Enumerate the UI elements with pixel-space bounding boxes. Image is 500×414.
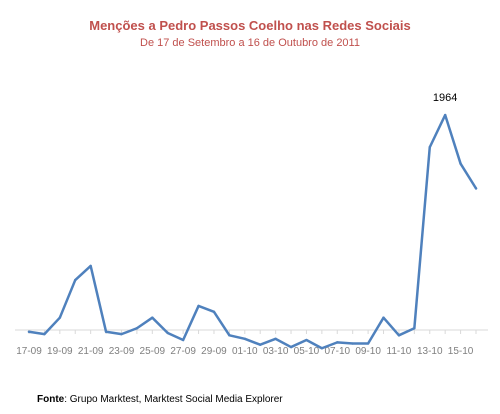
data-point [413,327,416,330]
source-text: : Grupo Marktest, Marktest Social Media … [64,394,283,405]
data-point [58,316,62,319]
data-point [289,345,293,349]
data-label: 1964 [433,92,457,104]
x-tick-label: 27-09 [170,346,196,357]
data-point [228,334,231,337]
chart-title: Menções a Pedro Passos Coelho nas Redes … [89,18,411,33]
data-point [166,331,169,335]
data-point [89,264,92,268]
data-point [43,332,46,336]
chart-subtitle: De 17 de Setembro a 16 de Outubro de 201… [140,37,360,49]
data-point [397,334,401,337]
data-point [212,310,216,314]
data-point [274,337,277,341]
x-tick-label: 29-09 [201,346,227,357]
data-point [120,332,123,336]
data-point [104,330,108,333]
x-tick-label: 03-10 [263,346,289,357]
x-tick-label: 11-10 [387,346,412,357]
data-point [259,343,262,346]
data-point [459,162,462,165]
x-tick-label: 21-09 [78,346,104,357]
x-tick-label: 19-09 [47,346,73,357]
x-tick-label: 23-09 [109,346,135,357]
data-point [135,327,139,330]
data-point [181,338,185,342]
series-line [27,113,478,350]
data-point [474,187,478,190]
data-point [197,304,200,308]
x-tick-label: 01-10 [232,346,258,357]
data-point [74,278,77,282]
data-point [382,316,385,319]
x-tick-label: 15-10 [448,346,474,357]
x-tick-label: 07-10 [324,346,350,357]
x-tick-label: 25-09 [140,346,166,357]
data-point [428,146,431,149]
source-note: Fonte: Grupo Marktest, Marktest Social M… [37,394,283,405]
data-point [443,113,447,117]
x-tick-label: 09-10 [355,346,381,357]
source-label: Fonte [37,394,65,405]
data-point [305,338,308,342]
data-point [351,342,354,345]
data-point [243,337,246,341]
data-point [366,342,370,345]
data-point [336,341,339,344]
data-point [27,330,31,333]
x-tick-label: 13-10 [417,346,443,357]
x-tick-label: 17-09 [16,346,42,357]
data-point [320,347,324,350]
x-tick-label: 05-10 [294,346,320,357]
data-point [151,316,154,319]
